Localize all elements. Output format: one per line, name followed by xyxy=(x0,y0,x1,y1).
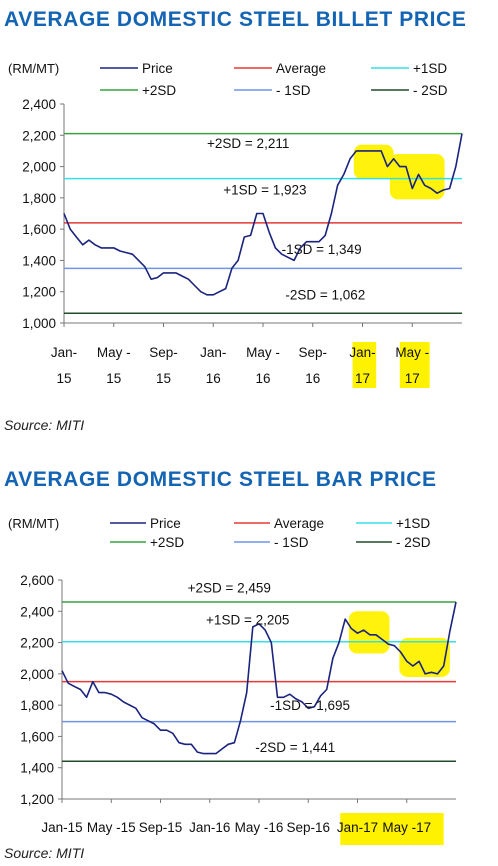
legend-label: Price xyxy=(150,516,181,531)
legend-label: Average xyxy=(276,61,326,76)
legend-label: Average xyxy=(274,516,324,531)
legend-label: +2SD xyxy=(142,83,176,98)
y-tick-label: 1,200 xyxy=(20,792,54,807)
x-tick-label: May - xyxy=(395,345,429,360)
x-tick-label: Sep-16 xyxy=(286,820,330,835)
x-tick-label: Jan-15 xyxy=(41,820,82,835)
x-tick-label: Jan-17 xyxy=(337,820,378,835)
x-tick-label: 15 xyxy=(56,371,71,386)
bar-price-chart: (RM/MT) Price Average +1SD +2SD - 1SD - 2SD 1,2… xyxy=(8,516,457,845)
xtick-highlight xyxy=(352,342,377,388)
legend-label: +1SD xyxy=(413,61,447,76)
x-tick-label: 17 xyxy=(405,371,420,386)
reference-annotation: +2SD = 2,459 xyxy=(188,581,271,596)
x-tick-label: Jan- xyxy=(349,345,375,360)
unit-label: (RM/MT) xyxy=(8,61,59,76)
reference-annotation: -2SD = 1,062 xyxy=(285,288,365,303)
y-tick-label: 2,200 xyxy=(22,128,56,143)
bar-source-note: Source: MITI xyxy=(4,845,85,861)
xtick-highlight xyxy=(399,342,430,388)
reference-annotation: -1SD = 1,695 xyxy=(270,698,350,713)
y-tick-label: 1,800 xyxy=(20,698,54,713)
legend-label: - 1SD xyxy=(276,83,311,98)
x-tick-label: 16 xyxy=(255,371,270,386)
y-tick-label: 1,000 xyxy=(22,316,56,331)
price-series-line xyxy=(61,601,457,755)
y-tick-label: 1,400 xyxy=(20,761,54,776)
y-tick-label: 2,400 xyxy=(20,604,54,619)
x-tick-label: Jan- xyxy=(51,345,77,360)
x-tick-label: May - xyxy=(246,345,280,360)
billet-source-note: Source: MITI xyxy=(4,417,85,433)
reference-annotation: +1SD = 1,923 xyxy=(223,183,306,198)
x-tick-label: 15 xyxy=(156,371,171,386)
legend-label: +1SD xyxy=(396,516,430,531)
x-tick-label: May -17 xyxy=(382,820,431,835)
price-series-line xyxy=(63,133,463,296)
y-tick-label: 2,000 xyxy=(20,667,54,682)
highlight-region xyxy=(353,144,394,180)
billet-chart-title: AVERAGE DOMESTIC STEEL BILLET PRICE xyxy=(4,8,467,31)
x-tick-label: Jan- xyxy=(200,345,226,360)
x-tick-label: May -15 xyxy=(87,820,136,835)
y-tick-label: 2,000 xyxy=(22,160,56,175)
legend-label: - 1SD xyxy=(274,535,309,550)
bar-chart-title: AVERAGE DOMESTIC STEEL BAR PRICE xyxy=(4,468,437,491)
legend-label: +2SD xyxy=(150,535,184,550)
x-tick-label: Sep- xyxy=(298,345,327,360)
y-tick-label: 1,400 xyxy=(22,253,56,268)
unit-label: (RM/MT) xyxy=(8,516,59,531)
y-tick-label: 1,800 xyxy=(22,191,56,206)
reference-annotation: -2SD = 1,441 xyxy=(255,740,335,755)
xtick-highlight xyxy=(340,813,444,845)
y-tick-label: 1,600 xyxy=(20,729,54,744)
y-tick-label: 1,200 xyxy=(22,285,56,300)
y-tick-label: 1,600 xyxy=(22,222,56,237)
x-tick-label: 17 xyxy=(355,371,370,386)
x-tick-label: May -16 xyxy=(235,820,284,835)
x-tick-label: Sep-15 xyxy=(139,820,183,835)
x-tick-label: 16 xyxy=(206,371,221,386)
y-tick-label: 2,200 xyxy=(20,636,54,651)
legend-label: - 2SD xyxy=(413,83,448,98)
reference-annotation: +2SD = 2,211 xyxy=(207,136,289,151)
billet-price-chart: (RM/MT) Price Average +1SD +2SD - 1SD - 2SD 1,0… xyxy=(8,61,463,388)
y-tick-label: 2,400 xyxy=(22,97,56,112)
highlight-region xyxy=(399,637,450,677)
reference-annotation: -1SD = 1,349 xyxy=(282,242,362,257)
x-tick-label: Jan-16 xyxy=(189,820,230,835)
reference-annotation: +1SD = 2,205 xyxy=(206,613,289,628)
legend-label: Price xyxy=(142,61,173,76)
x-tick-label: 16 xyxy=(305,371,320,386)
x-tick-label: May - xyxy=(97,345,131,360)
x-tick-label: 15 xyxy=(106,371,121,386)
legend-label: - 2SD xyxy=(396,535,431,550)
y-tick-label: 2,600 xyxy=(20,573,54,588)
x-tick-label: Sep- xyxy=(149,345,178,360)
highlight-region xyxy=(348,611,390,654)
